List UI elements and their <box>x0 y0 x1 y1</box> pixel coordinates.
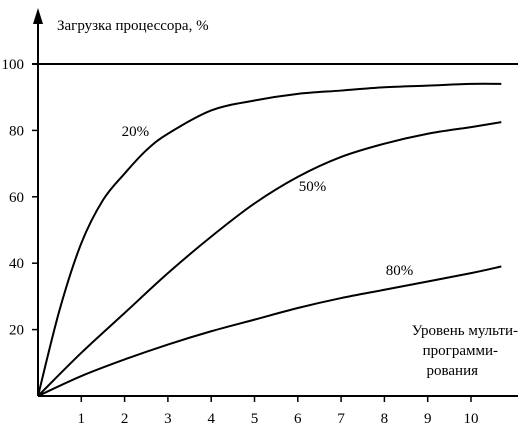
y-axis-title: Загрузка процессора, % <box>57 18 209 34</box>
x-tick-label: 9 <box>424 411 432 427</box>
axes <box>33 8 518 397</box>
x-tick-label: 2 <box>121 411 129 427</box>
series-label: 50% <box>299 179 327 195</box>
x-tick-label: 4 <box>207 411 215 427</box>
series <box>37 82 502 397</box>
series-line-50-percent <box>37 121 502 397</box>
ticks: 1 2 3 4 5 6 7 8 9 10 20 40 60 80 100 <box>2 57 479 427</box>
x-tick-label: 6 <box>294 411 302 427</box>
y-tick-label: 80 <box>9 123 24 139</box>
x-tick-label: 5 <box>251 411 259 427</box>
series-line-20-percent <box>37 82 502 397</box>
y-tick-label: 60 <box>9 190 24 206</box>
x-tick-label: 7 <box>337 411 345 427</box>
y-axis-arrow-icon <box>33 8 43 24</box>
y-tick-label: 100 <box>2 57 25 73</box>
y-tick-label: 40 <box>9 256 24 272</box>
x-tick-label: 3 <box>164 411 172 427</box>
x-tick-label: 8 <box>381 411 389 427</box>
x-tick-label: 1 <box>78 411 86 427</box>
y-tick-label: 20 <box>9 323 24 339</box>
x-axis-title-line-2: программи- <box>423 343 498 359</box>
series-line-80-percent <box>37 265 502 397</box>
x-tick-label: 10 <box>464 411 479 427</box>
series-labels: 20% 50% 80% <box>122 124 414 279</box>
series-label: 80% <box>386 263 414 279</box>
x-axis-title-line-3: рования <box>427 363 479 379</box>
x-axis-title-line-1: Уровень мульти- <box>412 323 518 339</box>
series-label: 20% <box>122 124 150 140</box>
